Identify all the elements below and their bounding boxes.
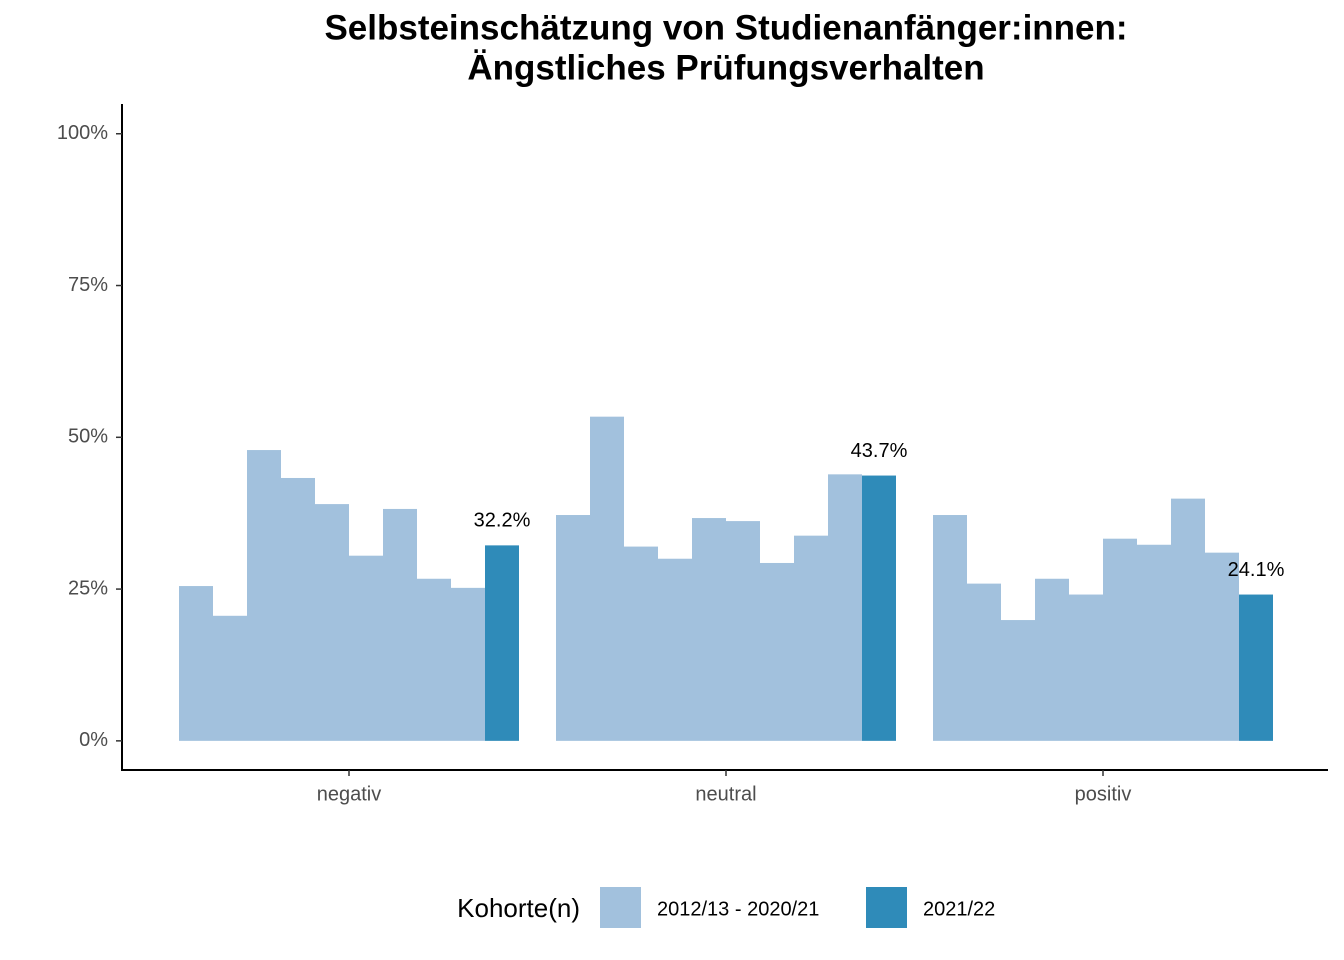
bar	[281, 477, 315, 741]
chart-title: Selbsteinschätzung von Studienanfänger:i…	[324, 8, 1127, 47]
bar	[247, 450, 281, 741]
value-label: 24.1%	[1228, 559, 1285, 581]
legend-swatch	[600, 887, 641, 928]
bar	[179, 586, 213, 741]
bar	[349, 555, 383, 741]
bar	[451, 587, 485, 741]
bar	[828, 474, 862, 741]
bar	[1069, 594, 1103, 741]
y-tick-label: 50%	[68, 426, 108, 448]
bar	[760, 562, 794, 741]
bar	[1205, 552, 1239, 741]
value-label: 32.2%	[474, 510, 531, 532]
bar	[624, 546, 658, 741]
bar	[1001, 620, 1035, 741]
bar	[1137, 544, 1171, 741]
legend-label: 2021/22	[923, 898, 995, 920]
y-tick-label: 100%	[57, 122, 108, 144]
bar	[383, 508, 417, 741]
x-tick-label: negativ	[317, 783, 382, 805]
bar	[1171, 498, 1205, 741]
bar	[862, 475, 896, 741]
bar	[417, 578, 451, 741]
bar	[1035, 578, 1069, 741]
x-tick-label: neutral	[695, 783, 756, 805]
bar	[1239, 594, 1273, 741]
bar	[692, 518, 726, 741]
x-tick-label: positiv	[1075, 783, 1132, 805]
bar	[315, 504, 349, 741]
bar	[658, 558, 692, 741]
bar	[485, 545, 519, 741]
bar	[726, 521, 760, 741]
legend-title: Kohorte(n)	[457, 893, 580, 923]
y-tick-label: 25%	[68, 577, 108, 599]
chart-title: Ängstliches Prüfungsverhalten	[467, 48, 984, 87]
bar	[967, 583, 1001, 741]
bar	[933, 515, 967, 741]
bar	[794, 535, 828, 741]
value-label: 43.7%	[851, 440, 908, 462]
bar	[556, 515, 590, 741]
y-tick-label: 0%	[79, 729, 108, 751]
legend-swatch	[866, 887, 907, 928]
y-tick-label: 75%	[68, 274, 108, 296]
bar	[213, 615, 247, 741]
bar	[590, 416, 624, 741]
bar	[1103, 538, 1137, 741]
legend-label: 2012/13 - 2020/21	[657, 898, 819, 920]
